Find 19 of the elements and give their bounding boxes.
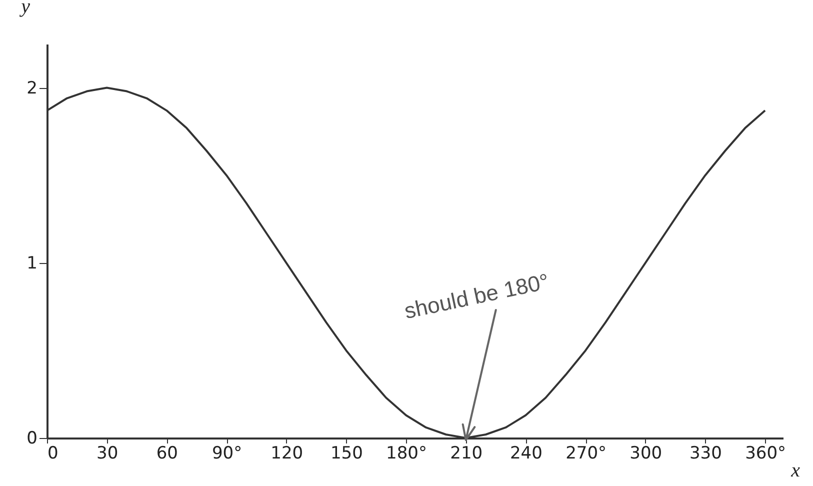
y-tick-label: 0 (26, 428, 38, 448)
x-tick-label: 150 (330, 444, 363, 464)
x-tick-label: 360° (745, 444, 786, 464)
x-tick-label: 210 (450, 444, 483, 464)
x-tick-label: 180° (386, 444, 427, 464)
x-axis-title: x (790, 460, 800, 482)
x-tick-label: 30 (96, 444, 118, 464)
x-tick-label: 270° (566, 444, 607, 464)
x-tick-label: 330 (689, 444, 722, 464)
x-tick-label: 0 (48, 444, 58, 464)
x-tick-label: 240 (510, 444, 542, 464)
y-axis-title: y (19, 0, 30, 18)
y-tick-label: 1 (26, 253, 38, 274)
annotation: should be 180° (402, 268, 552, 324)
y-tick-label: 2 (26, 78, 38, 98)
x-tick-label: 300 (630, 444, 662, 464)
x-tick-label: 90° (212, 444, 242, 464)
x-tick-label: 60 (156, 444, 178, 464)
x-tick-label: 120 (270, 444, 304, 464)
